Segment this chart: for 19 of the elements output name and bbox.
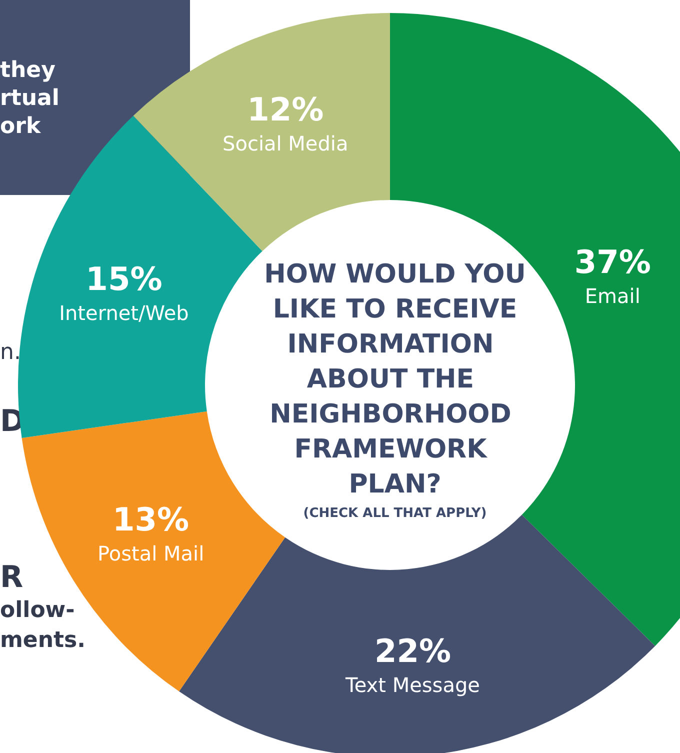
- text: they: [0, 58, 56, 83]
- slice-label: Postal Mail: [97, 541, 204, 566]
- text: HOW WOULD YOU LIKE TO RECEIVE INFORMATION ABOUT THE NEIGHBORHOOD FRAMEWORK PLAN?: [264, 260, 526, 500]
- data-label: 37%: [574, 243, 651, 282]
- text: ments.: [0, 628, 86, 653]
- text: n.: [0, 340, 21, 365]
- text: ollow-: [0, 598, 75, 623]
- text: R: [0, 560, 24, 595]
- data-label: 22%: [374, 632, 452, 670]
- slice-label: Email: [584, 284, 640, 308]
- data-label: 13%: [112, 500, 190, 538]
- text: rtual: [0, 86, 60, 111]
- data-label: 12%: [247, 90, 324, 129]
- slice-label: Internet/Web: [59, 300, 189, 325]
- slice-label: Social Media: [222, 132, 348, 156]
- slice-label: Text Message: [344, 673, 480, 698]
- text: ork: [0, 114, 41, 139]
- text: (CHECK ALL THAT APPLY): [303, 506, 487, 521]
- data-label: 15%: [86, 260, 162, 298]
